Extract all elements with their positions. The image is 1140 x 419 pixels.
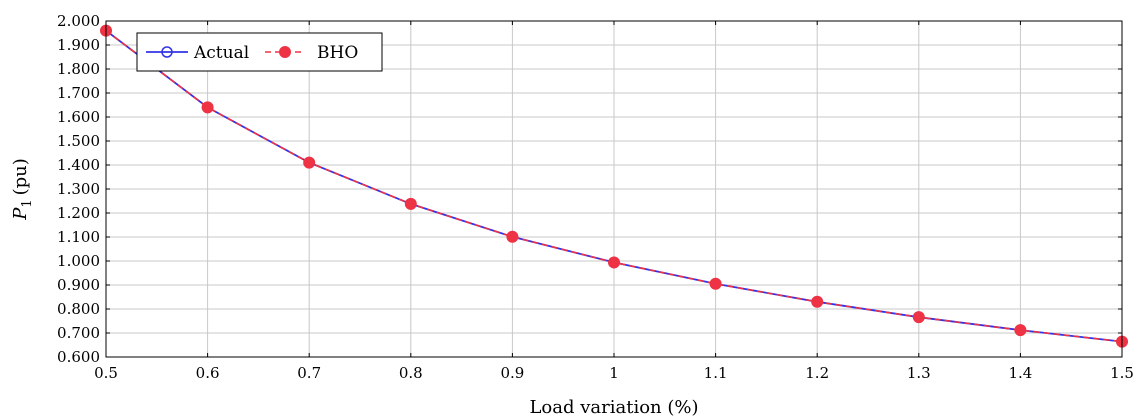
- x-axis-ticks: 0.5 0.6 0.7 0.8 0.9 1 1.1 1.2 1.3 1.4 1.5: [94, 21, 1134, 382]
- y-tick-label: 1.600: [57, 108, 100, 126]
- x-tick-label: 1.5: [1110, 364, 1134, 382]
- x-axis-title: Load variation (%): [529, 397, 698, 418]
- data-point-bho: [201, 101, 214, 114]
- legend: Actual BHO: [136, 32, 383, 72]
- data-point-bho: [709, 277, 722, 290]
- legend-marker-actual: [161, 46, 173, 58]
- legend-label-actual: Actual: [193, 43, 249, 63]
- y-axis-title-subscript: 1: [20, 199, 35, 207]
- data-point-bho: [811, 295, 824, 308]
- y-tick-label: 1.400: [57, 156, 100, 174]
- y-tick-label: 0.700: [57, 324, 100, 342]
- x-tick-label: 0.9: [500, 364, 524, 382]
- y-tick-label: 1.900: [57, 36, 100, 54]
- data-point-bho: [1014, 324, 1027, 337]
- y-tick-label: 0.800: [57, 300, 100, 318]
- data-point-bho: [912, 311, 925, 324]
- legend-label-bho: BHO: [317, 43, 358, 63]
- x-tick-label: 0.7: [297, 364, 321, 382]
- y-axis-title-unit: (pu): [10, 158, 31, 195]
- y-axis-title: P1 (pu): [10, 158, 35, 221]
- x-tick-label: 1.1: [704, 364, 728, 382]
- y-tick-label: 1.300: [57, 180, 100, 198]
- x-tick-label: 0.5: [94, 364, 118, 382]
- y-axis-ticks: 0.600 0.700 0.800 0.900 1.000 1.100 1.200 1.300…: [57, 12, 1122, 366]
- y-tick-label: 1.000: [57, 252, 100, 270]
- data-point-bho: [608, 256, 620, 269]
- data-point-bho: [303, 156, 316, 169]
- legend-marker-bho: [279, 46, 291, 58]
- series-layer: [100, 24, 1128, 348]
- y-tick-label: 1.100: [57, 228, 100, 246]
- data-point-bho: [506, 230, 519, 243]
- data-point-bho: [404, 197, 417, 210]
- y-axis-title-symbol: P: [10, 207, 31, 221]
- y-tick-label: 0.900: [57, 276, 100, 294]
- y-tick-label: 1.500: [57, 132, 100, 150]
- x-tick-label: 1.2: [805, 364, 829, 382]
- plot-frame: [105, 20, 1123, 358]
- x-tick-label: 0.8: [399, 364, 423, 382]
- x-tick-label: 1.3: [907, 364, 931, 382]
- y-tick-label: 1.200: [57, 204, 100, 222]
- y-tick-label: 2.000: [57, 12, 100, 30]
- y-tick-label: 1.700: [57, 84, 100, 102]
- x-tick-label: 1: [609, 364, 619, 382]
- y-tick-label: 0.600: [57, 348, 100, 366]
- y-tick-label: 1.800: [57, 60, 100, 78]
- x-tick-label: 0.6: [196, 364, 220, 382]
- x-tick-label: 1.4: [1008, 364, 1032, 382]
